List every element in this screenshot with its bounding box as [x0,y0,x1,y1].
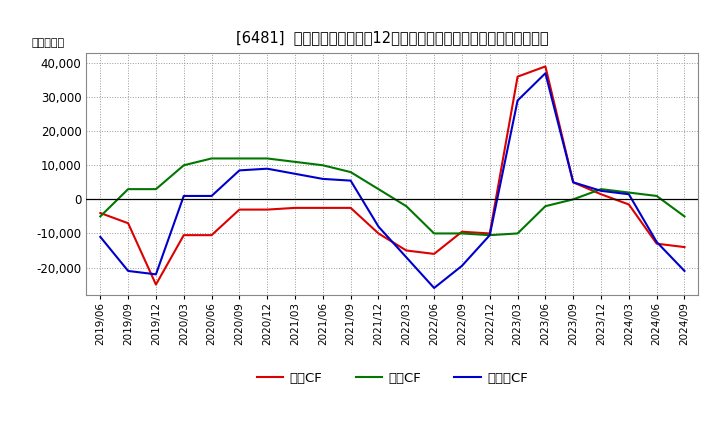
営業CF [485,231,494,236]
営業CF [458,229,467,235]
投資CF [124,187,132,192]
投資CF [430,231,438,236]
営業CF [346,205,355,210]
営業CF [513,74,522,79]
フリーCF [680,268,689,274]
投資CF [346,169,355,175]
フリーCF [318,176,327,182]
投資CF [513,231,522,236]
投資CF [374,187,383,192]
フリーCF [346,178,355,183]
フリーCF [430,286,438,291]
営業CF [652,241,661,246]
投資CF [458,231,467,236]
営業CF [680,245,689,250]
Legend: 営業CF, 投資CF, フリーCF: 営業CF, 投資CF, フリーCF [251,366,534,390]
Line: 営業CF: 営業CF [100,66,685,285]
投資CF [485,232,494,238]
投資CF [179,163,188,168]
営業CF [318,205,327,210]
投資CF [152,187,161,192]
営業CF [569,180,577,185]
投資CF [235,156,243,161]
営業CF [430,251,438,257]
投資CF [541,204,550,209]
投資CF [624,190,633,195]
Line: 投資CF: 投資CF [100,158,685,235]
フリーCF [96,234,104,239]
フリーCF [541,70,550,76]
投資CF [263,156,271,161]
営業CF [124,220,132,226]
フリーCF [235,168,243,173]
Line: フリーCF: フリーCF [100,73,685,288]
投資CF [680,214,689,219]
フリーCF [458,263,467,268]
フリーCF [179,193,188,198]
フリーCF [207,193,216,198]
フリーCF [152,272,161,277]
営業CF [624,202,633,207]
投資CF [318,163,327,168]
フリーCF [263,166,271,171]
投資CF [402,204,410,209]
営業CF [179,232,188,238]
投資CF [652,193,661,198]
投資CF [569,197,577,202]
フリーCF [402,255,410,260]
営業CF [235,207,243,212]
フリーCF [374,224,383,229]
営業CF [263,207,271,212]
フリーCF [291,171,300,176]
フリーCF [124,268,132,274]
営業CF [291,205,300,210]
フリーCF [652,239,661,245]
投資CF [597,187,606,192]
投資CF [207,156,216,161]
営業CF [541,64,550,69]
フリーCF [513,98,522,103]
営業CF [152,282,161,287]
フリーCF [569,180,577,185]
営業CF [402,248,410,253]
Text: （百万円）: （百万円） [31,38,65,48]
投資CF [291,159,300,165]
Title: [6481]  キャッシュフローの12か月移動合計の対前年同期増減額の推移: [6481] キャッシュフローの12か月移動合計の対前年同期増減額の推移 [236,29,549,45]
営業CF [374,231,383,236]
フリーCF [624,191,633,197]
営業CF [597,191,606,197]
フリーCF [485,232,494,238]
営業CF [96,210,104,216]
営業CF [207,232,216,238]
投資CF [96,214,104,219]
フリーCF [597,188,606,194]
